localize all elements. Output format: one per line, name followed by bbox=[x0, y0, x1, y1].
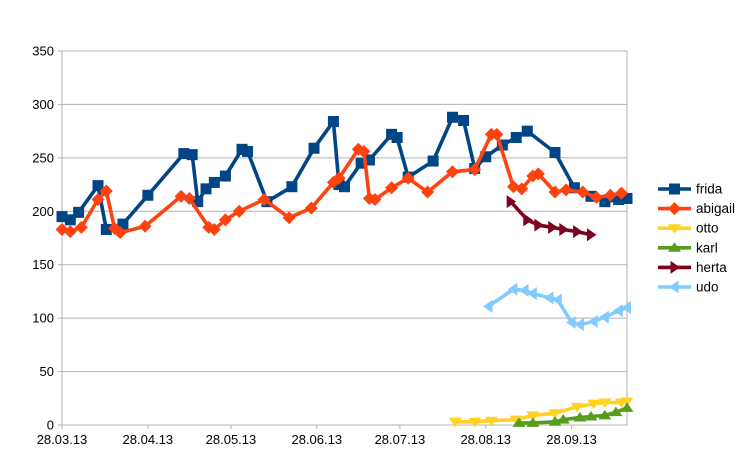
legend-item-herta: herta bbox=[658, 260, 727, 275]
y-axis-tick-label: 250 bbox=[32, 150, 54, 165]
series-karl-markers bbox=[512, 402, 634, 427]
legend-label: karl bbox=[696, 240, 718, 255]
series-otto-markers bbox=[448, 397, 634, 428]
x-axis-tick-label: 28.07.13 bbox=[375, 432, 426, 447]
legend-item-abigail: abigail bbox=[658, 201, 735, 216]
legend-label: abigail bbox=[696, 201, 735, 216]
x-axis-tick-label: 28.04.13 bbox=[123, 432, 174, 447]
series-herta-markers bbox=[506, 195, 597, 242]
legend-item-karl: karl bbox=[658, 240, 718, 255]
legend-diamond-icon bbox=[668, 202, 681, 216]
y-axis-tick-label: 300 bbox=[32, 97, 54, 112]
x-axis-labels: 28.03.13 28.04.13 28.05.13 28.06.13 28.07.13… bbox=[37, 432, 597, 447]
y-axis-labels: 0 50 100 150 200 250 300 350 bbox=[32, 44, 54, 433]
series-udo-markers bbox=[483, 282, 631, 332]
series-abigail-markers bbox=[55, 127, 628, 240]
x-axis-tick-label: 28.09.13 bbox=[546, 432, 597, 447]
legend-triangle-left-icon bbox=[669, 280, 679, 294]
gridlines bbox=[61, 50, 628, 426]
series-udo bbox=[483, 282, 631, 332]
axis-ticks bbox=[58, 50, 573, 429]
y-axis-tick-label: 50 bbox=[40, 364, 54, 379]
x-axis-tick-label: 28.08.13 bbox=[460, 432, 511, 447]
x-axis-tick-label: 28.05.13 bbox=[206, 432, 257, 447]
y-axis-tick-label: 100 bbox=[32, 311, 54, 326]
series-herta bbox=[506, 195, 597, 242]
series-frida-markers bbox=[56, 111, 633, 235]
y-axis-tick-label: 150 bbox=[32, 257, 54, 272]
legend-triangle-up-icon bbox=[668, 242, 681, 252]
legend: frida abigail otto karl herta udo bbox=[658, 182, 735, 295]
legend-item-frida: frida bbox=[658, 182, 723, 197]
legend-square-icon bbox=[669, 183, 680, 195]
series-karl bbox=[512, 402, 634, 427]
series-otto bbox=[448, 397, 634, 428]
legend-triangle-down-icon bbox=[668, 224, 681, 234]
y-axis-tick-label: 200 bbox=[32, 204, 54, 219]
series-abigail bbox=[55, 127, 628, 240]
x-axis-tick-label: 28.06.13 bbox=[291, 432, 342, 447]
legend-item-otto: otto bbox=[658, 221, 719, 236]
legend-item-udo: udo bbox=[658, 280, 719, 295]
y-axis-tick-label: 350 bbox=[32, 44, 54, 59]
legend-label: herta bbox=[696, 260, 727, 275]
y-axis-tick-label: 0 bbox=[47, 418, 54, 433]
legend-label: udo bbox=[696, 280, 719, 295]
legend-label: otto bbox=[696, 221, 719, 236]
legend-triangle-right-icon bbox=[670, 260, 680, 274]
series-frida bbox=[56, 111, 633, 235]
x-axis-tick-label: 28.03.13 bbox=[37, 432, 88, 447]
legend-label: frida bbox=[696, 182, 723, 197]
